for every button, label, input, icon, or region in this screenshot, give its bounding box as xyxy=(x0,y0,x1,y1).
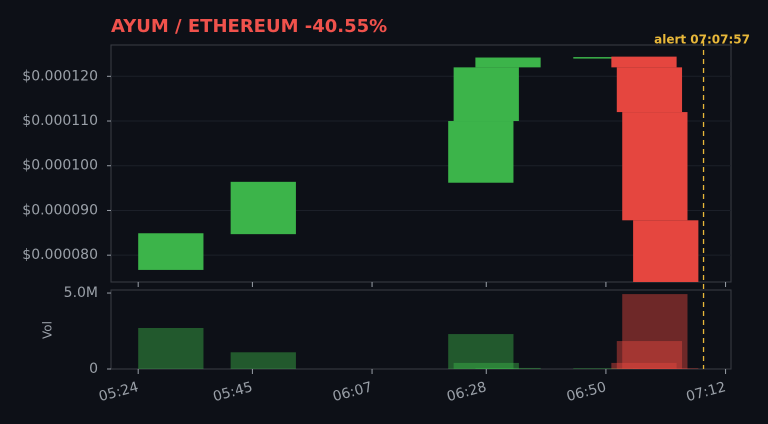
volume-bar xyxy=(230,352,296,369)
volume-bar xyxy=(453,362,519,369)
y-tick-label: $0.000080 xyxy=(22,247,98,263)
volume-bar xyxy=(138,327,204,369)
candle-body xyxy=(230,181,296,235)
candle-body xyxy=(453,67,519,122)
volume-bar xyxy=(633,368,699,369)
candle-body xyxy=(448,121,514,183)
alert-label: alert 07:07:57 xyxy=(654,33,750,47)
volume-axis-label: Vol xyxy=(41,321,55,339)
chart-title: AYUM / ETHEREUM -40.55% xyxy=(111,16,387,37)
volume-panel xyxy=(110,289,732,370)
y-tick-label: $0.000110 xyxy=(22,113,98,129)
candle-body xyxy=(616,67,683,113)
candle-body xyxy=(622,112,688,221)
volume-bar xyxy=(475,367,541,369)
candle-body xyxy=(633,220,699,282)
price-panel xyxy=(110,44,732,283)
y-tick-label: $0.000090 xyxy=(22,202,98,218)
volume-bar xyxy=(622,294,688,369)
candle-body xyxy=(573,57,639,59)
volume-bar xyxy=(573,368,639,369)
volume-tick-label: 0 xyxy=(89,361,98,377)
candle-body xyxy=(138,233,204,270)
volume-bar xyxy=(448,334,514,369)
volume-bar xyxy=(611,362,677,369)
volume-tick-label: 5.0M xyxy=(64,285,98,301)
volume-bar xyxy=(616,341,683,369)
y-tick-label: $0.000120 xyxy=(22,68,98,84)
candle-body xyxy=(611,56,677,68)
y-tick-label: $0.000100 xyxy=(22,158,98,174)
candle-body xyxy=(475,57,541,68)
